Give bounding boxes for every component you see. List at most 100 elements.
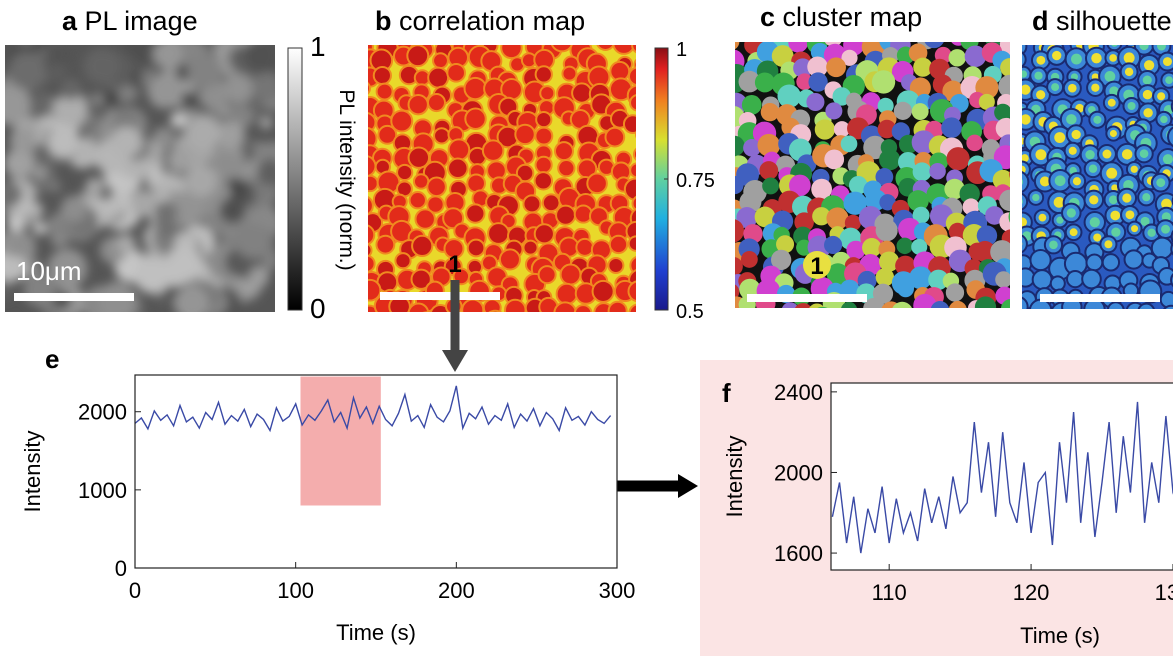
texture-spot: [46, 41, 72, 67]
cell-core: [1106, 168, 1117, 179]
y-axis-label: Intensity: [20, 431, 45, 513]
x-tick-label: 130: [1155, 580, 1173, 605]
texture-spot: [154, 201, 178, 225]
cell: [575, 322, 591, 338]
cluster: [966, 135, 983, 152]
cell-core: [1104, 240, 1112, 248]
cluster: [825, 315, 844, 334]
cell-core: [1147, 229, 1155, 237]
cell: [556, 206, 575, 225]
cluster: [931, 301, 950, 320]
cell-core: [1073, 177, 1081, 185]
cell: [1143, 322, 1160, 339]
cell: [1008, 297, 1028, 317]
cluster: [918, 319, 936, 337]
x-tick-label: 0: [129, 578, 141, 603]
texture-spot: [9, 52, 47, 90]
cluster: [998, 75, 1021, 98]
cell-core: [1144, 60, 1154, 70]
cluster: [949, 49, 966, 66]
cell: [1116, 317, 1136, 337]
cluster: [897, 280, 914, 297]
cluster: [965, 311, 988, 334]
colorbar: [288, 48, 302, 310]
cluster: [930, 315, 947, 332]
panel-title: a PL image: [62, 6, 198, 36]
cell-core: [1020, 114, 1030, 124]
cell: [462, 300, 483, 321]
colorbar-tick-label: 1: [310, 31, 326, 62]
cell: [562, 67, 576, 81]
y-tick-label: 2400: [774, 380, 823, 405]
cell: [1085, 317, 1102, 334]
cluster: [759, 161, 778, 180]
cell: [1009, 51, 1026, 68]
cell: [447, 64, 465, 82]
roi-marker: 1: [810, 253, 823, 280]
cell: [1067, 271, 1083, 287]
texture-spot: [185, 165, 217, 197]
cell-core: [1105, 71, 1116, 82]
texture-spot: [257, 159, 284, 186]
cluster: [746, 315, 766, 335]
cluster: [1014, 308, 1037, 331]
y-axis-label: Intensity: [722, 436, 747, 518]
cluster: [879, 149, 900, 170]
cell: [428, 94, 445, 111]
x-tick-label: 100: [277, 578, 314, 603]
cell: [1030, 250, 1050, 270]
cluster: [975, 296, 996, 317]
cell: [500, 249, 520, 269]
texture-spot: [61, 196, 87, 222]
cell: [428, 68, 448, 88]
cluster: [872, 70, 895, 93]
cell: [376, 236, 394, 254]
texture-spot: [34, 167, 46, 179]
texture-spot: [101, 197, 123, 219]
cluster: [891, 302, 913, 324]
cell: [632, 37, 648, 53]
cell: [554, 302, 576, 324]
cell: [467, 174, 485, 192]
cell-core: [1142, 193, 1150, 201]
cell: [587, 174, 607, 194]
texture-spot: [148, 76, 180, 108]
x-axis-label: Time (s): [1020, 623, 1100, 648]
cell: [634, 147, 649, 162]
cell: [629, 67, 647, 85]
cell-core: [1013, 239, 1022, 248]
cluster: [815, 119, 835, 139]
cell-core: [1070, 228, 1078, 236]
cell: [384, 319, 399, 334]
cell: [466, 204, 484, 222]
cell-core: [1102, 150, 1111, 159]
cell-core: [1051, 83, 1059, 91]
texture-spot: [174, 286, 209, 321]
cell: [1150, 316, 1172, 338]
cluster: [924, 27, 945, 48]
plot-area: [831, 383, 1173, 570]
cell-core: [1032, 194, 1039, 201]
cell: [377, 84, 393, 100]
cell-core: [1161, 225, 1170, 234]
cell: [609, 302, 627, 320]
cell: [506, 316, 523, 333]
texture-spot: [156, 293, 169, 306]
texture-spot: [243, 138, 256, 151]
texture-spot: [170, 112, 186, 128]
arrow-head: [678, 474, 698, 498]
cell: [1084, 299, 1104, 319]
cell: [416, 209, 435, 228]
cell: [410, 192, 426, 208]
cell-core: [1089, 165, 1097, 173]
texture-spot: [218, 121, 245, 148]
texture-spot: [131, 190, 157, 216]
cluster: [947, 147, 970, 170]
cluster: [946, 283, 964, 301]
cell: [634, 58, 649, 73]
x-tick-label: 300: [599, 578, 636, 603]
cluster: [722, 33, 739, 50]
cell: [1033, 270, 1052, 289]
cell: [1037, 319, 1052, 334]
